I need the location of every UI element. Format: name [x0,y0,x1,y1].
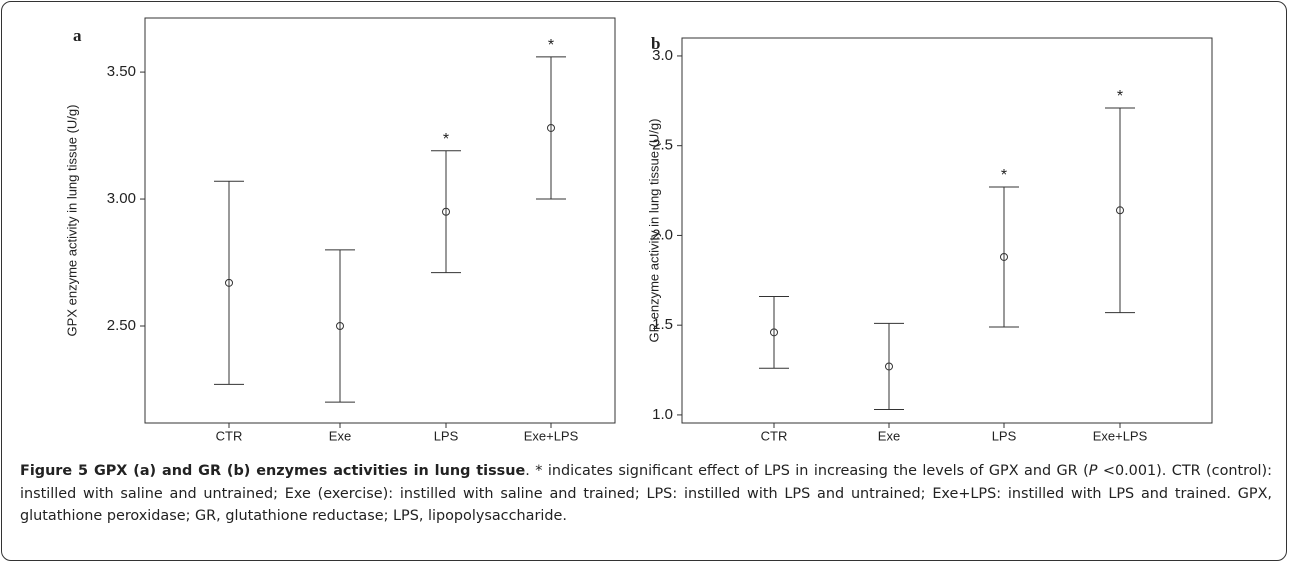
y-tick-label: 1.0 [652,406,673,423]
y-tick-label: 3.0 [652,47,673,64]
mean-point [442,207,450,216]
mean-point [770,328,778,337]
y-tick-label: 3.50 [107,63,136,80]
y-tick-label: 3.00 [107,190,136,207]
plot-area [681,37,1213,424]
significance-marker: * [443,131,449,148]
y-tick-label: 1.5 [652,316,673,333]
mean-point [547,123,555,132]
caption-title: Figure 5 GPX (a) and GR (b) enzymes acti… [20,463,526,479]
mean-point [1000,252,1008,261]
x-tick-label: CTR [761,428,788,443]
caption: Figure 5 GPX (a) and GR (b) enzymes acti… [20,460,1272,528]
mean-point [1116,206,1124,215]
mean-point [225,278,233,287]
panel-label: a [73,26,82,45]
x-tick-label: LPS [434,428,459,443]
x-tick-label: Exe [329,428,351,443]
charts: a GPX enzyme activity in lung tissue (U/g… [64,17,1213,443]
x-tick-label: CTR [216,428,243,443]
caption-text: <0.001). CTR (control): instilled with s… [20,463,1273,524]
mean-point [885,362,893,371]
y-tick-label: 2.50 [107,317,136,334]
y-tick-label: 2.0 [652,226,673,243]
x-tick-label: Exe+LPS [524,428,579,443]
mean-point [336,322,344,331]
significance-marker: * [1117,88,1123,105]
caption-p: P [1088,463,1098,479]
x-tick-label: Exe [878,428,900,443]
significance-marker: * [1001,167,1007,184]
panel-label: b [651,34,660,53]
plot-area [144,17,616,424]
y-tick-label: 2.5 [652,137,673,154]
x-tick-label: LPS [992,428,1017,443]
caption-text: . * indicates significant effect of LPS … [525,463,1089,479]
x-tick-label: Exe+LPS [1093,428,1148,443]
y-axis-label: GR enzyme activity in lung tissue (U/g) [646,119,661,343]
significance-marker: * [548,37,554,54]
y-axis-label: GPX enzyme activity in lung tissue (U/g) [64,105,79,337]
